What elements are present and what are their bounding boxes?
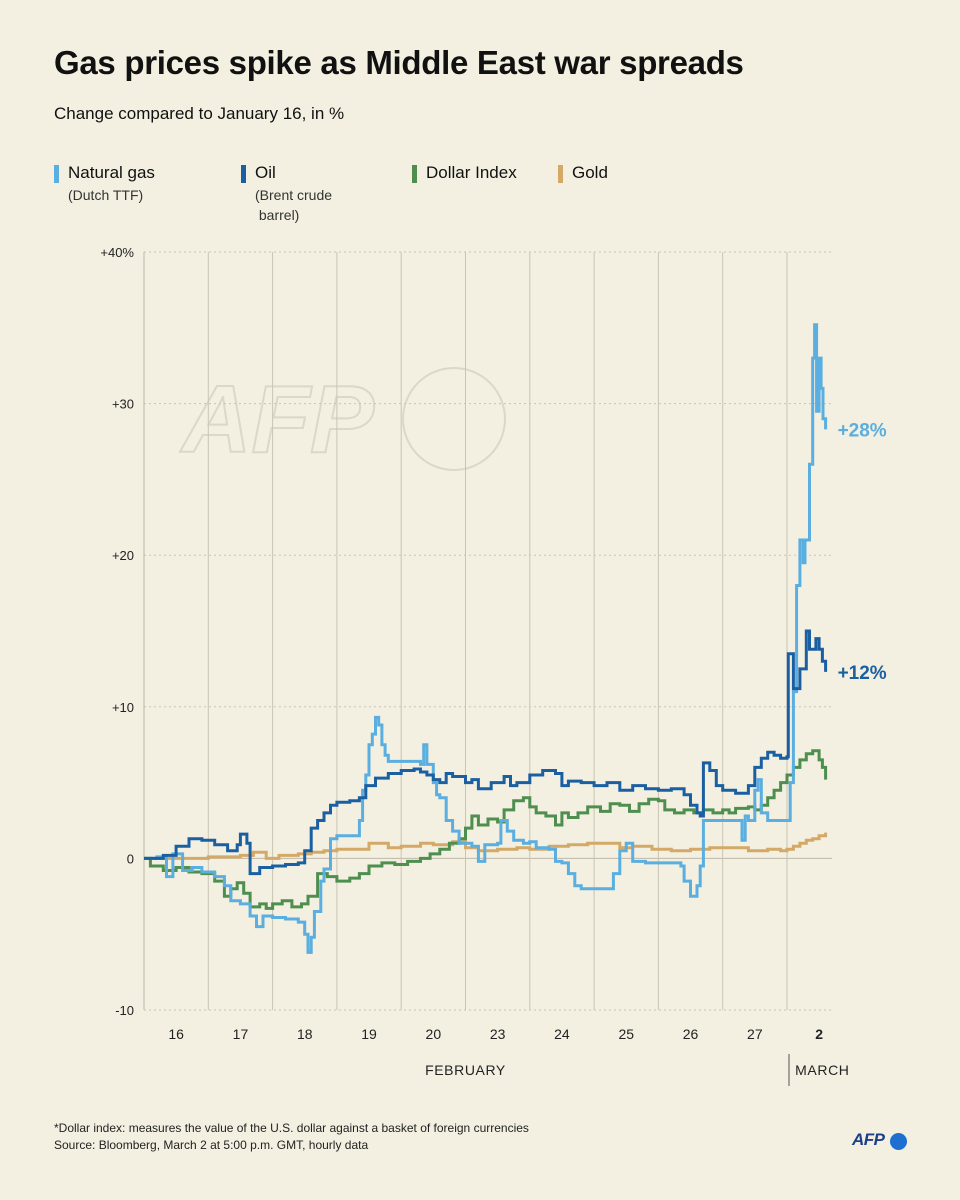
x-tick-label: 27	[747, 1026, 763, 1042]
footnote-dollar-index: *Dollar index: measures the value of the…	[54, 1121, 529, 1135]
y-tick-label: +20	[112, 548, 134, 563]
legend-swatch-natural-gas	[54, 165, 59, 183]
y-tick-label: -10	[115, 1003, 134, 1018]
x-tick-label: 26	[683, 1026, 699, 1042]
series-line-dollar-index	[144, 749, 828, 910]
chart-subtitle: Change compared to January 16, in %	[54, 104, 345, 123]
legend-swatch-gold	[558, 165, 563, 183]
series-line-gold	[144, 832, 828, 860]
watermark-text: AFP	[180, 366, 375, 473]
legend-label: Natural gas	[68, 163, 155, 182]
legend-swatch-oil	[241, 165, 246, 183]
chart-title: Gas prices spike as Middle East war spre…	[54, 44, 744, 81]
legend-sub: (Dutch TTF)	[68, 187, 144, 203]
legend-label: Gold	[572, 163, 608, 182]
x-tick-label: 17	[233, 1026, 249, 1042]
x-tick-label: 20	[426, 1026, 442, 1042]
x-tick-label: 16	[168, 1026, 184, 1042]
footnote: *Dollar index: measures the value of the…	[54, 1120, 529, 1154]
legend-sub: (Brent crude barrel)	[255, 187, 333, 223]
end-label: +12%	[838, 663, 887, 684]
watermark-circle	[402, 367, 506, 471]
month-label: MARCH	[795, 1062, 849, 1078]
y-tick-label: +10	[112, 700, 134, 715]
series-line-oil	[144, 629, 828, 876]
x-tick-label: 19	[361, 1026, 377, 1042]
legend-label: Oil	[255, 163, 276, 182]
y-tick-label: +30	[112, 397, 134, 412]
x-tick-label: 18	[297, 1026, 313, 1042]
x-tick-label: 2	[815, 1026, 823, 1042]
legend-label: Dollar Index	[426, 163, 517, 182]
end-label: +28%	[838, 420, 887, 441]
afp-logo: AFP	[852, 1130, 885, 1149]
y-tick-label: +40%	[100, 245, 134, 260]
month-label: FEBRUARY	[425, 1062, 506, 1078]
x-tick-label: 25	[618, 1026, 634, 1042]
legend-swatch-dollar-index	[412, 165, 417, 183]
footnote-source: Source: Bloomberg, March 2 at 5:00 p.m. …	[54, 1138, 369, 1152]
x-tick-label: 24	[554, 1026, 570, 1042]
afp-logo-dot	[890, 1133, 907, 1150]
y-tick-label: 0	[127, 851, 134, 866]
x-tick-label: 23	[490, 1026, 506, 1042]
series-line-natural-gas	[144, 323, 828, 954]
